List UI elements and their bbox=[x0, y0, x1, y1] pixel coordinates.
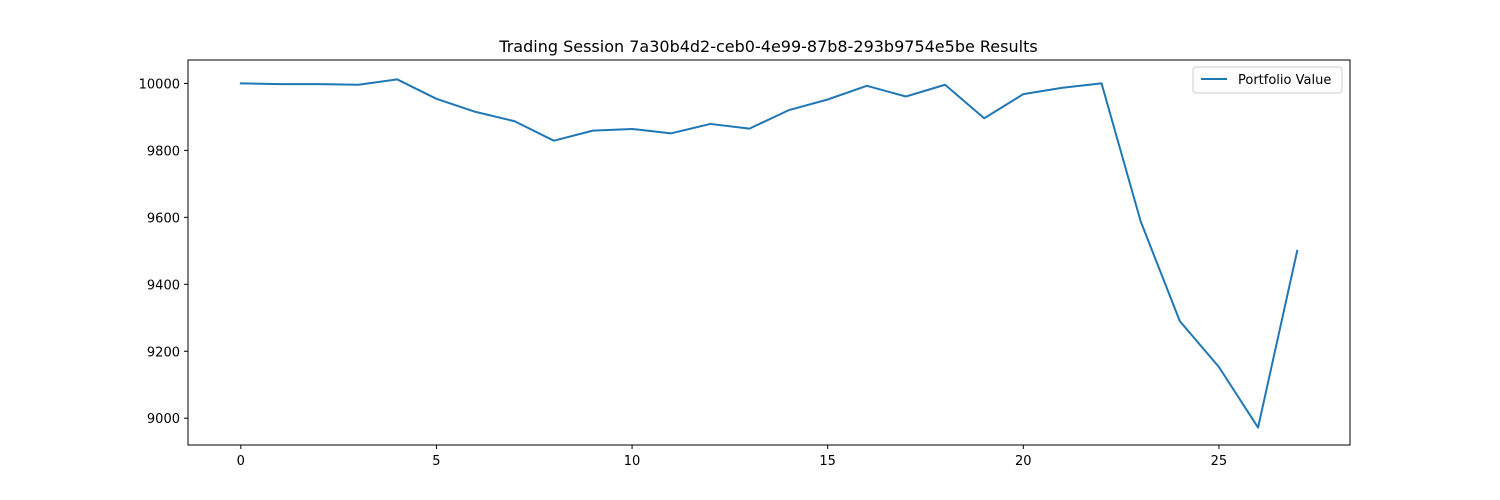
x-tick-label: 0 bbox=[237, 454, 245, 469]
y-tick-label: 9800 bbox=[147, 144, 180, 159]
x-tick-label: 25 bbox=[1211, 454, 1228, 469]
y-tick-label: 9200 bbox=[147, 345, 180, 360]
legend-label-portfolio-value: Portfolio Value bbox=[1238, 73, 1331, 88]
series-line-0 bbox=[239, 78, 1299, 429]
y-tick-label: 9000 bbox=[147, 412, 180, 427]
legend: Portfolio Value bbox=[1192, 66, 1343, 94]
plot-area bbox=[239, 78, 1299, 429]
y-tick-label: 9400 bbox=[147, 278, 180, 293]
chart-title: Trading Session 7a30b4d2-ceb0-4e99-87b8-… bbox=[498, 37, 1037, 56]
y-tick-label: 9600 bbox=[147, 211, 180, 226]
x-tick-label: 10 bbox=[624, 454, 641, 469]
legend-box bbox=[1192, 66, 1343, 94]
x-tick-label: 5 bbox=[432, 454, 440, 469]
x-tick-label: 15 bbox=[819, 454, 836, 469]
axes-frame bbox=[187, 59, 1351, 446]
y-tick-label: 10000 bbox=[139, 77, 180, 92]
x-tick-label: 20 bbox=[1015, 454, 1032, 469]
axes: 0 5 10 15 20 25 9000 9200 9400 9600 9800 10000 bbox=[139, 59, 1351, 469]
